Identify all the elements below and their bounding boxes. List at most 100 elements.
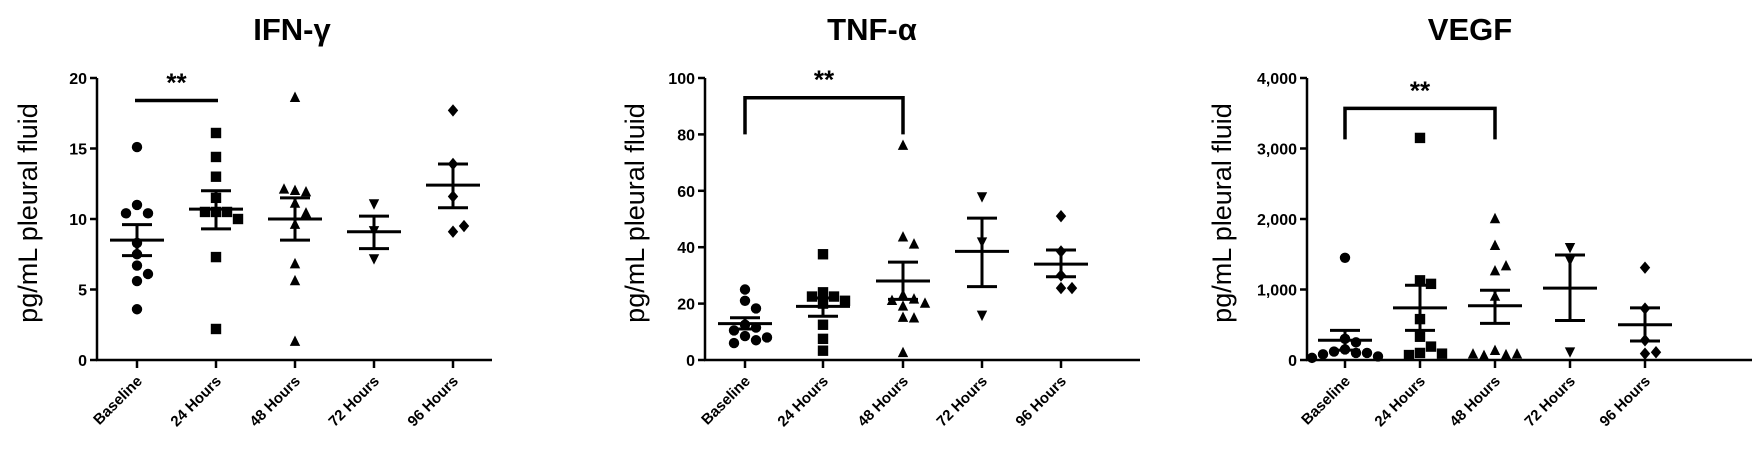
significance-bracket xyxy=(743,95,905,135)
data-point-diamond xyxy=(458,219,470,233)
x-tick-label: 48 Hours xyxy=(1446,373,1503,430)
data-point-triangle-down xyxy=(368,254,380,265)
data-point-triangle-up xyxy=(908,238,920,249)
x-tick-label: 24 Hours xyxy=(774,373,831,430)
y-tick-label: 80 xyxy=(677,127,695,144)
data-point-square xyxy=(232,213,244,225)
data-point-square xyxy=(221,206,233,218)
data-point-diamond xyxy=(1055,281,1067,295)
y-tick-label: 5 xyxy=(78,283,87,300)
data-point-circle xyxy=(761,332,773,343)
data-point-triangle-up xyxy=(1511,348,1523,359)
data-point-circle xyxy=(142,268,154,280)
data-point-triangle-up xyxy=(289,184,301,195)
significance-label: ** xyxy=(814,65,835,95)
data-point-square xyxy=(817,333,829,345)
data-point-square xyxy=(1414,132,1426,144)
data-point-diamond xyxy=(1055,209,1067,223)
group-1 xyxy=(1306,252,1384,364)
data-point-triangle-up xyxy=(289,274,301,286)
data-point-circle xyxy=(1306,352,1318,364)
y-tick-label: 60 xyxy=(677,184,695,201)
data-point-square xyxy=(210,323,222,335)
data-point-circle xyxy=(1361,347,1373,359)
data-point-circle xyxy=(739,295,751,306)
data-point-square xyxy=(210,251,222,263)
x-tick-label: 96 Hours xyxy=(1596,373,1653,430)
data-point-triangle-up xyxy=(1489,239,1501,250)
x-tick-label: 96 Hours xyxy=(1012,373,1069,430)
data-point-triangle-up xyxy=(897,311,909,322)
x-tick-label: 48 Hours xyxy=(246,373,303,430)
data-point-square xyxy=(1414,275,1426,286)
x-tick-label: 72 Hours xyxy=(933,373,990,430)
y-tick-label: 100 xyxy=(668,71,695,88)
y-axis-label: pg/mL pleural fluid xyxy=(1207,103,1237,323)
data-point-circle xyxy=(1372,351,1384,362)
data-point-triangle-up xyxy=(1500,348,1512,360)
group-3 xyxy=(1467,212,1523,360)
group-5 xyxy=(426,104,480,238)
data-point-triangle-up xyxy=(908,312,920,323)
data-point-triangle-up xyxy=(289,335,301,346)
data-point-triangle-up xyxy=(1500,260,1512,271)
significance-label: ** xyxy=(1410,75,1431,105)
data-point-square xyxy=(210,171,222,182)
data-point-triangle-down xyxy=(1564,243,1576,254)
y-axis-label: pg/mL pleural fluid xyxy=(620,103,650,323)
y-tick-label: 4,000 xyxy=(1257,71,1297,88)
y-axis-label: pg/mL pleural fluid xyxy=(13,103,43,323)
x-tick-label: 72 Hours xyxy=(325,373,382,430)
group-3 xyxy=(876,139,931,358)
y-tick-label: 3,000 xyxy=(1257,142,1297,159)
y-tick-label: 2,000 xyxy=(1257,212,1297,229)
x-tick-label: 24 Hours xyxy=(1371,373,1428,430)
panel-3: VEGF pg/mL pleural fluid 0 1,000 2,000 3,000 4… xyxy=(1207,12,1752,430)
significance-bracket xyxy=(1343,106,1497,140)
group-5 xyxy=(1618,261,1672,360)
data-point-square xyxy=(1414,331,1426,342)
data-point-circle xyxy=(142,208,154,219)
chart-title: IFN-γ xyxy=(253,12,331,47)
data-point-square xyxy=(1414,347,1426,359)
data-point-square xyxy=(817,249,829,260)
data-point-triangle-up xyxy=(289,257,301,269)
data-point-triangle-up xyxy=(897,346,909,358)
data-point-triangle-up xyxy=(897,231,909,242)
group-2 xyxy=(796,249,851,356)
group-2 xyxy=(189,127,244,335)
y-tick-label: 0 xyxy=(686,353,695,370)
y-tick-label: 1,000 xyxy=(1257,283,1297,300)
data-point-triangle-up xyxy=(1489,264,1501,276)
data-point-circle xyxy=(750,303,762,314)
data-point-diamond xyxy=(1639,261,1651,274)
data-point-diamond xyxy=(447,104,459,117)
data-point-circle xyxy=(750,335,762,346)
data-point-diamond xyxy=(447,225,459,238)
data-point-square xyxy=(817,287,829,298)
data-point-triangle-up xyxy=(300,207,312,218)
data-point-square xyxy=(199,206,211,218)
group-3 xyxy=(268,91,322,346)
panel-1: IFN-γ pg/mL pleural fluid 0 5 10 15 20 Baseline… xyxy=(13,12,492,430)
data-point-triangle-up xyxy=(1489,344,1501,356)
y-tick-label: 10 xyxy=(69,212,87,229)
group-2 xyxy=(1393,132,1448,361)
group-4 xyxy=(1543,243,1597,358)
data-point-triangle-down xyxy=(368,199,380,210)
y-tick-label: 0 xyxy=(1288,353,1297,370)
data-point-circle xyxy=(1350,337,1362,348)
data-point-triangle-up xyxy=(897,139,909,150)
data-point-circle xyxy=(131,199,143,211)
significance-label: ** xyxy=(166,68,187,98)
chart-title: TNF-α xyxy=(827,12,917,47)
y-tick-label: 40 xyxy=(677,240,695,257)
x-tick-label: 24 Hours xyxy=(167,373,224,430)
data-point-triangle-up xyxy=(300,186,312,197)
data-point-diamond xyxy=(1650,346,1662,359)
data-point-triangle-down xyxy=(976,310,988,322)
x-tick-label: 72 Hours xyxy=(1521,373,1578,430)
x-tick-label: Baseline xyxy=(1298,373,1354,429)
group-1 xyxy=(110,141,164,315)
